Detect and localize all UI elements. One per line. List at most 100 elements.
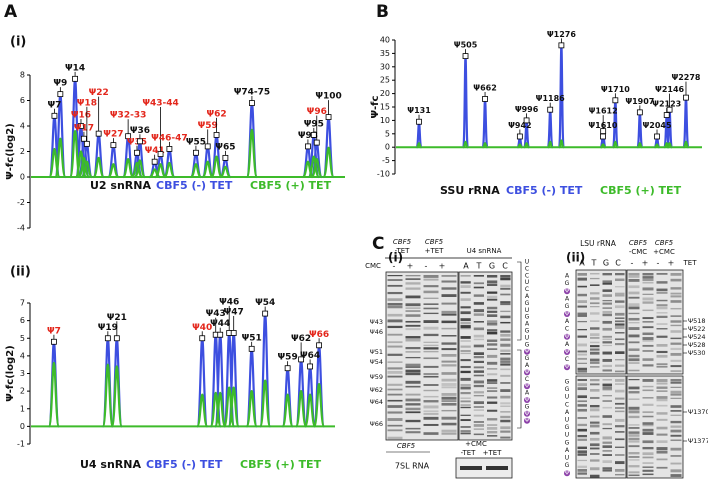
gel-band [405, 385, 421, 388]
peak-marker [199, 335, 206, 342]
gel-band [670, 434, 682, 437]
gel-band [670, 287, 682, 290]
peak [107, 163, 119, 179]
gel-band [405, 320, 421, 323]
gel-band [460, 370, 471, 374]
gel-band [590, 366, 600, 368]
gel-band [487, 295, 498, 299]
gel-band [387, 399, 403, 402]
peak-label: Ψ17 [74, 123, 94, 133]
gel-band [387, 388, 403, 391]
gel-band [441, 294, 457, 297]
gel-band [615, 397, 625, 400]
gel-band [577, 300, 587, 304]
gel-band [441, 383, 457, 386]
gel-band [642, 344, 654, 347]
gel-band [670, 307, 682, 310]
psi-dot [524, 369, 530, 376]
gel-band [487, 322, 498, 326]
gel-band [487, 283, 498, 287]
gel-band [473, 282, 484, 285]
gel-band [460, 432, 471, 435]
gel-band [577, 446, 587, 450]
gel-band [628, 341, 640, 344]
peak-marker [57, 91, 64, 98]
gel-band [656, 315, 668, 318]
gel-band [487, 390, 498, 393]
condition-label: -TET [395, 247, 411, 255]
gel-band [577, 320, 587, 323]
gel-band [473, 424, 484, 427]
gel-band [615, 364, 625, 367]
gel-band [628, 278, 640, 282]
gene-label: CBF5 [655, 239, 674, 247]
peak-marker [72, 75, 78, 82]
gel-band [670, 370, 682, 373]
gel-band [590, 345, 600, 348]
gel-band [590, 415, 600, 418]
gel-band [615, 295, 625, 297]
gel-band [473, 294, 484, 297]
gel-band [473, 313, 484, 316]
gel-band [642, 326, 654, 329]
gel-band [670, 420, 682, 424]
gel-band [473, 409, 484, 411]
gel-band [441, 396, 457, 400]
gel-band [615, 300, 625, 303]
gel-band [590, 312, 600, 315]
gel-band [473, 384, 484, 388]
sequence-letter: G [565, 462, 570, 469]
gel-band [628, 362, 640, 364]
gel-band [642, 415, 654, 418]
gel-band [602, 389, 612, 391]
gel-band [423, 344, 439, 347]
gel-band [387, 370, 403, 374]
gel-band [577, 362, 587, 364]
loading-lane: -TET [461, 449, 477, 457]
gel-band [670, 414, 682, 416]
loading-lane: +TET [483, 449, 503, 457]
gel-band [387, 418, 403, 421]
psi-dot [524, 397, 530, 403]
peak [223, 386, 236, 428]
gel-band [615, 292, 625, 296]
panel-label: (i) [10, 35, 26, 50]
peak-marker [516, 133, 523, 140]
gel-band [487, 424, 498, 426]
lane-label: - [425, 262, 428, 271]
gel-band [460, 325, 471, 328]
gel-band [656, 304, 668, 307]
condition-label: +TET [425, 247, 445, 255]
gel-band [602, 282, 612, 285]
peak [190, 163, 202, 179]
peak-label: Ψ66 [309, 330, 329, 340]
peak [163, 161, 175, 179]
y-tick-label: 5 [385, 129, 390, 138]
gel-band [628, 471, 640, 474]
gel-band [423, 373, 439, 375]
gel-band [405, 363, 421, 367]
gel-band [487, 280, 498, 284]
peak-marker [307, 363, 314, 370]
gel-band [628, 317, 640, 321]
gel-band [590, 348, 600, 351]
peak-label: Ψ32-33 [110, 111, 146, 121]
sequence-letter: A [525, 321, 530, 328]
y-tick-label: 3 [20, 369, 25, 378]
gel-band [642, 350, 654, 352]
peak-label: Ψ9 [53, 79, 67, 89]
gel-band [602, 364, 612, 368]
peak [259, 379, 272, 428]
gel-band [656, 447, 668, 451]
ladder-lane-label: A [579, 259, 585, 268]
gel-band [405, 282, 421, 285]
peak-marker [134, 149, 140, 156]
psi-label: Ψ524 [688, 333, 706, 341]
peak-marker [262, 310, 269, 317]
gel-band [487, 354, 498, 358]
gel-band [628, 354, 640, 358]
peak-label: Ψ74-75 [234, 88, 270, 98]
sequence-letter: A [565, 447, 570, 454]
gel-band [615, 286, 625, 288]
ladder-lane-label: C [615, 259, 621, 268]
